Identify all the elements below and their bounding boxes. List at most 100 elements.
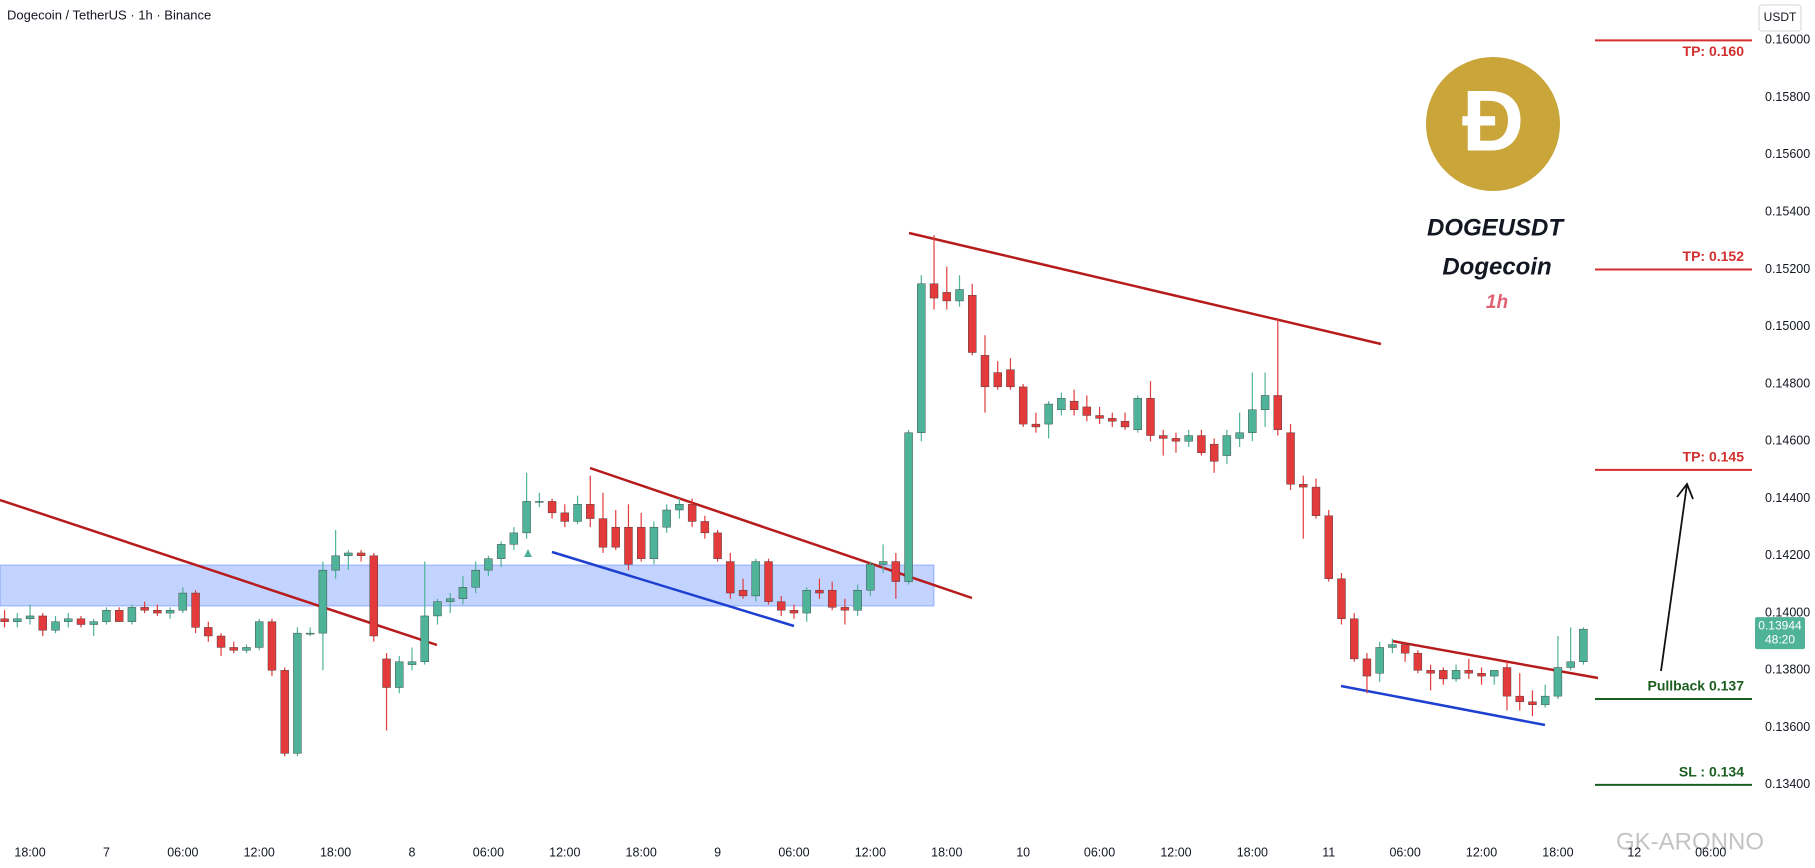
candle-body xyxy=(38,615,47,631)
watermark: GK-ARONNO xyxy=(1616,828,1764,855)
y-tick-label: 0.13800 xyxy=(1765,663,1810,677)
candle-body xyxy=(840,607,850,611)
x-tick-label: 10 xyxy=(1016,845,1030,859)
candle-body xyxy=(1057,398,1066,410)
signal-marker xyxy=(524,549,532,557)
candle-body xyxy=(1350,618,1359,660)
x-tick-label: 18:00 xyxy=(14,845,45,859)
candle-body xyxy=(1439,670,1448,680)
y-tick-label: 0.13400 xyxy=(1765,777,1810,791)
candle-body xyxy=(1528,701,1537,705)
x-tick-label: 12:00 xyxy=(1466,845,1497,859)
candle-body xyxy=(611,526,620,548)
candle-body xyxy=(713,532,722,559)
x-tick-label: 06:00 xyxy=(778,845,809,859)
candle-body xyxy=(153,610,162,614)
candle-body xyxy=(356,552,366,557)
candle-body xyxy=(382,658,391,688)
logo xyxy=(1426,57,1560,191)
candle-body xyxy=(993,372,1002,388)
candle-body xyxy=(496,544,506,559)
candle-body xyxy=(1273,395,1283,431)
x-tick-label: 12:00 xyxy=(549,845,580,859)
y-tick-label: 0.14600 xyxy=(1765,434,1810,448)
candle-body xyxy=(726,561,735,594)
candle-body xyxy=(700,521,710,534)
candle-body xyxy=(76,618,86,625)
candle-body xyxy=(395,661,404,688)
candle-body xyxy=(1324,515,1333,579)
y-tick-label: 0.16000 xyxy=(1765,33,1810,47)
y-tick-label: 0.14400 xyxy=(1765,491,1810,505)
candle-body xyxy=(1171,438,1181,442)
x-tick-label: 12:00 xyxy=(244,845,275,859)
candle-body xyxy=(64,618,73,622)
y-tick-label: 0.14800 xyxy=(1765,376,1810,390)
candle-body xyxy=(51,621,60,631)
candle-body xyxy=(547,501,557,514)
candle-body xyxy=(1069,400,1079,410)
candle-body xyxy=(1362,658,1372,677)
x-tick-label: 12:00 xyxy=(1160,845,1191,859)
x-tick-label: 06:00 xyxy=(1695,845,1726,859)
candle-body xyxy=(369,555,379,637)
candle-body xyxy=(1006,369,1015,388)
x-tick-label: 8 xyxy=(409,845,416,859)
ticker: DOGEUSDT xyxy=(1427,214,1565,241)
candle-body xyxy=(216,635,226,648)
candle-body xyxy=(968,295,977,353)
candle-body xyxy=(255,621,264,648)
y-tick-label: 0.15000 xyxy=(1765,319,1810,333)
candle-body xyxy=(484,558,493,571)
candle-body xyxy=(1426,670,1435,674)
candle-body xyxy=(178,592,188,611)
candle-body xyxy=(1337,578,1346,620)
candle-body xyxy=(1464,670,1473,674)
candle-body xyxy=(1248,409,1257,433)
candle-body xyxy=(1133,398,1142,431)
candle-body xyxy=(1108,418,1117,422)
candle-body xyxy=(1388,644,1397,648)
x-tick-label: 11 xyxy=(1322,845,1335,859)
countdown: 48:20 xyxy=(1765,632,1795,646)
candle-body xyxy=(853,589,862,611)
x-tick-label: 12:00 xyxy=(855,845,886,859)
x-tick-label: 9 xyxy=(714,845,721,859)
level-label: TP: 0.145 xyxy=(1683,449,1745,465)
x-tick-label: 18:00 xyxy=(931,845,962,859)
trend-line xyxy=(1391,639,1599,680)
y-tick-label: 0.15800 xyxy=(1765,90,1810,104)
candle-body xyxy=(1400,644,1410,654)
trend-line xyxy=(908,231,1382,346)
y-tick-label: 0.14000 xyxy=(1765,605,1810,619)
candle-body xyxy=(1197,435,1206,453)
candle-body xyxy=(917,283,926,433)
candle-body xyxy=(598,518,608,548)
candle-body xyxy=(878,561,888,565)
candle-body xyxy=(1515,695,1524,703)
candle-body xyxy=(1311,486,1321,516)
candle-body xyxy=(331,555,340,571)
candle-body xyxy=(1146,398,1155,436)
candle-body xyxy=(140,607,149,611)
candle-body xyxy=(1044,403,1053,425)
x-tick-label: 06:00 xyxy=(167,845,198,859)
level-label: TP: 0.152 xyxy=(1683,248,1745,264)
candle-body xyxy=(114,610,124,622)
x-tick-label: 18:00 xyxy=(626,845,657,859)
x-tick-label: 06:00 xyxy=(1084,845,1115,859)
candle-body xyxy=(675,504,684,511)
y-tick-label: 0.15400 xyxy=(1765,204,1810,218)
candle-body xyxy=(1490,670,1499,677)
trend-line xyxy=(1340,684,1546,727)
x-tick-label: 18:00 xyxy=(320,845,351,859)
candle-body xyxy=(1120,421,1130,428)
x-tick-label: 18:00 xyxy=(1542,845,1573,859)
candle-body xyxy=(929,283,939,299)
candle-body xyxy=(420,615,429,662)
trend-lines xyxy=(0,231,1599,727)
candle-body xyxy=(242,647,251,651)
candle-body xyxy=(1299,484,1308,488)
candle-body xyxy=(891,561,901,582)
